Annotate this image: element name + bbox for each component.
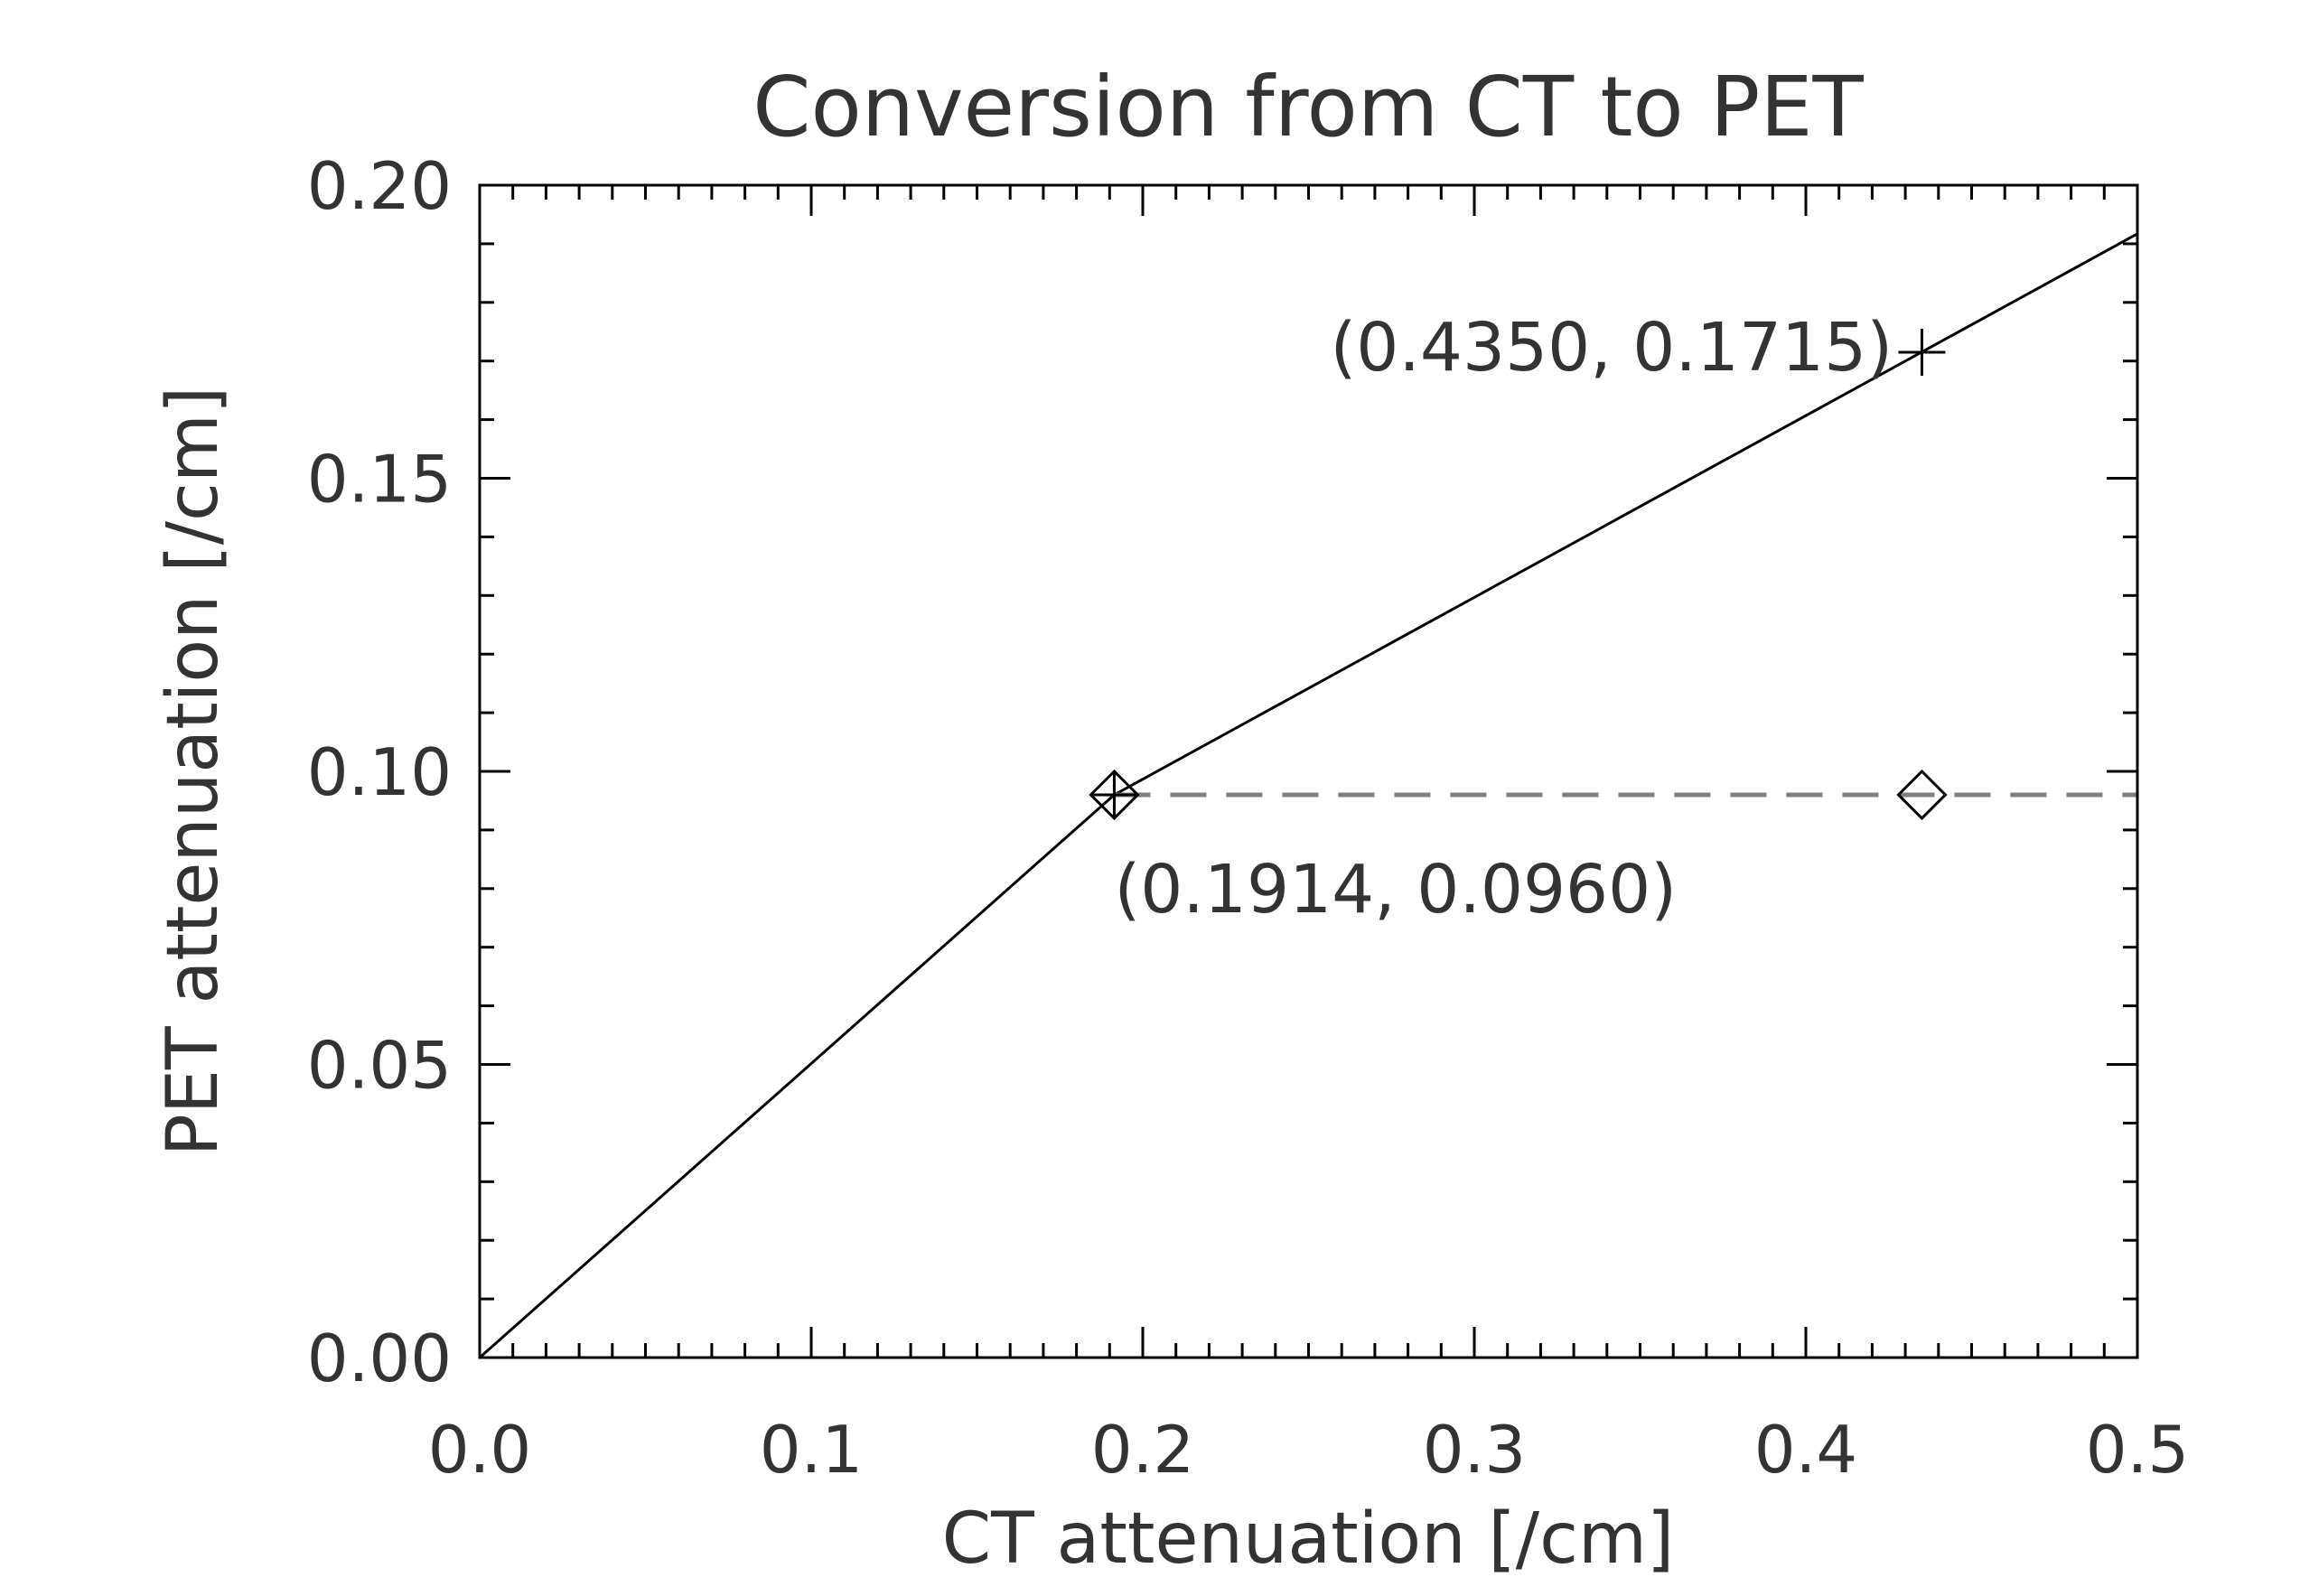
point-label: (0.4350, 0.1715) (1330, 309, 1893, 387)
x-tick-label: 0.1 (760, 1412, 864, 1488)
x-tick-label: 0.4 (1754, 1412, 1858, 1488)
x-tick-label: 0.5 (2086, 1412, 2190, 1488)
x-tick-label: 0.3 (1423, 1412, 1527, 1488)
x-tick-label: 0.0 (428, 1412, 532, 1488)
y-tick-label: 0.20 (307, 148, 452, 224)
tick-labels: 0.0 0.1 0.2 0.3 0.4 0.5 0.00 0.05 0.10 0.15 0.20 (307, 148, 2190, 1488)
y-tick-label: 0.00 (307, 1321, 452, 1396)
x-tick-label: 0.2 (1091, 1412, 1195, 1488)
markers (1089, 328, 1948, 821)
y-axis-label: PET attenuation [/cm] (153, 387, 234, 1157)
y-tick-label: 0.15 (307, 442, 452, 518)
chart-title: Conversion from CT to PET (753, 59, 1864, 155)
plus-marker (1898, 328, 1946, 376)
plot-frame (478, 183, 2139, 1359)
series-lines (479, 232, 2138, 1359)
x-axis-label: CT attenuation [/cm] (942, 1498, 1675, 1580)
point-label: (0.1914, 0.0960) (1114, 851, 1677, 929)
plus-marker (1090, 770, 1138, 818)
annotations: (0.4350, 0.1715) (0.1914, 0.0960) (1114, 309, 1893, 929)
y-tick-label: 0.10 (307, 734, 452, 810)
y-tick-label: 0.05 (307, 1028, 452, 1104)
diamond-marker (1896, 769, 1948, 821)
